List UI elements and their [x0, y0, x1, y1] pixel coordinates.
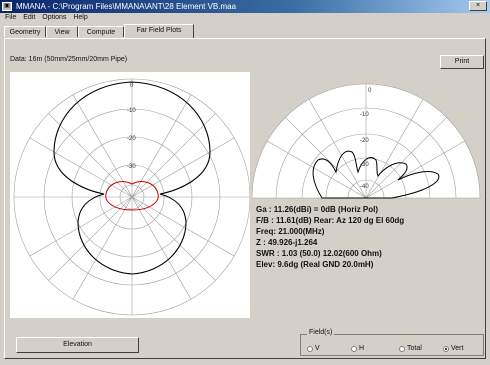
field-radio-label: V — [315, 345, 320, 352]
radio-dot-icon — [351, 345, 357, 352]
azimuth-plot[interactable]: 0 -10 -20 -30 — [10, 72, 251, 318]
azimuth-vertical-pattern — [105, 181, 159, 211]
window-title: MMANA - C:\Program Files\MMANA\ANT\28 El… — [16, 2, 237, 11]
elevation-ring-label: -10 — [360, 112, 369, 118]
field-radio-label: Total — [407, 345, 422, 352]
azimuth-ring-label: -20 — [127, 136, 136, 142]
elevation-ring-label: -40 — [360, 184, 369, 190]
menu-file[interactable]: File — [5, 14, 17, 21]
close-button[interactable]: × — [469, 1, 487, 11]
azimuth-ring-label: 0 — [130, 83, 134, 89]
field-radio-total[interactable]: Total — [399, 345, 422, 352]
menu-options[interactable]: Options — [42, 14, 67, 21]
tab-compute[interactable]: Compute — [78, 26, 124, 37]
elevation-plot-svg: 0 -10 -20 -30 -40 — [251, 83, 481, 199]
azimuth-main-pattern — [53, 81, 211, 275]
tab-view[interactable]: View — [46, 26, 78, 37]
radio-dot-icon — [399, 345, 405, 352]
title-bar: ▣ MMANA - C:\Program Files\MMANA\ANT\28 … — [0, 0, 490, 13]
results-readout: Ga : 11.26(dBi) = 0dB (Horiz Pol) F/B : … — [256, 204, 484, 270]
elevation-plot[interactable]: 0 -10 -20 -30 -40 — [251, 72, 482, 202]
front-back-readout: F/B : 11.61(dB) Rear: Az 120 dg El 60dg — [256, 216, 405, 225]
field-radio-label: H — [359, 345, 365, 352]
gain-readout: Ga : 11.26(dBi) = 0dB (Horiz Pol) — [256, 205, 379, 214]
field-radio-h[interactable]: H — [351, 345, 364, 352]
print-button[interactable]: Print — [440, 55, 484, 69]
field-radio-vert[interactable]: Vert — [443, 345, 463, 352]
data-file-label: Data: 16m (50mm/25mm/20mm Pipe) — [10, 56, 128, 63]
app-icon: ▣ — [2, 2, 12, 11]
azimuth-ring-label: -30 — [127, 164, 136, 170]
swr-readout: SWR : 1.03 (50.0) 12.02(600 Ohm) — [256, 249, 382, 258]
azimuth-plot-svg: 0 -10 -20 -30 — [10, 72, 251, 318]
tab-geometry[interactable]: Geometry — [4, 26, 46, 37]
tab-far-field-plots[interactable]: Far Field Plots — [124, 24, 194, 38]
field-group: Field(s) V H Total Vert — [300, 329, 484, 356]
field-group-legend: Field(s) — [307, 329, 335, 336]
field-radio-v[interactable]: V — [307, 345, 320, 352]
elevation-ring-label: -30 — [360, 162, 369, 168]
menu-help[interactable]: Help — [73, 14, 88, 21]
menu-edit[interactable]: Edit — [23, 14, 36, 21]
azimuth-ring-label: -10 — [127, 108, 136, 114]
elevation-readout: Elev: 9.6dg (Real GND 20.0mH) — [256, 260, 374, 269]
impedance-readout: Z : 49.926-j1.264 — [256, 238, 318, 247]
elevation-ring-label: 0 — [368, 88, 372, 94]
elevation-ring-label: -20 — [360, 138, 369, 144]
radio-dot-icon — [307, 345, 313, 352]
radio-dot-icon — [443, 345, 449, 352]
elevation-button[interactable]: Elevation — [16, 337, 139, 353]
elevation-pattern — [312, 150, 440, 199]
far-field-panel — [4, 38, 486, 359]
polar-grid — [13, 78, 251, 316]
field-radio-label: Vert — [451, 345, 464, 352]
menu-bar: File Edit Options Help — [0, 13, 490, 23]
frequency-readout: Freq: 21.000(MHz) — [256, 227, 325, 236]
